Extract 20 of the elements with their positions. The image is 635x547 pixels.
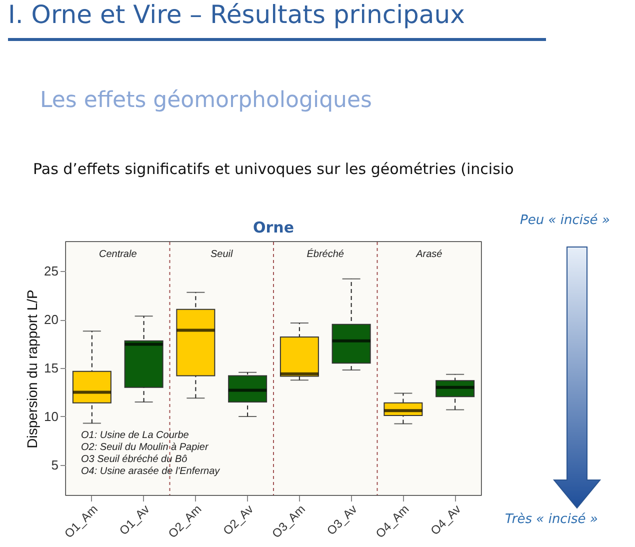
y-tick-label: 15: [44, 360, 58, 376]
text: I. Orne et Vire – Résultats principaux: [8, 0, 465, 29]
annotation: O3 Seuil ébréché du Bô: [81, 454, 188, 465]
y-tick-label: 10: [44, 408, 58, 424]
y-axis-title: Dispersion du rapport L/P: [24, 290, 40, 448]
band-label: Seuil: [210, 249, 234, 260]
y-tick-label: 25: [44, 264, 58, 279]
text: Pas d’effets significatifs et univoques sur les géométries (incisio: [33, 160, 514, 178]
annotation: O4: Usine arasée de l'Enfernay: [81, 466, 221, 477]
chart-title: Orne: [252, 218, 294, 236]
text: Les effets géomorphologiques: [40, 88, 372, 113]
text: Peu « incisé »: [520, 213, 610, 228]
band-label: Arasé: [415, 249, 443, 260]
y-tick-label: 20: [44, 312, 58, 328]
annotation: O1: Usine de La Courbe: [81, 430, 190, 441]
text: Très « incisé »: [505, 512, 598, 527]
band-label: Ébréché: [306, 248, 344, 260]
band-label: Centrale: [98, 249, 138, 260]
annotation: O2: Seuil du Moulin à Papier: [81, 442, 209, 453]
y-tick-label: 5: [51, 457, 58, 472]
